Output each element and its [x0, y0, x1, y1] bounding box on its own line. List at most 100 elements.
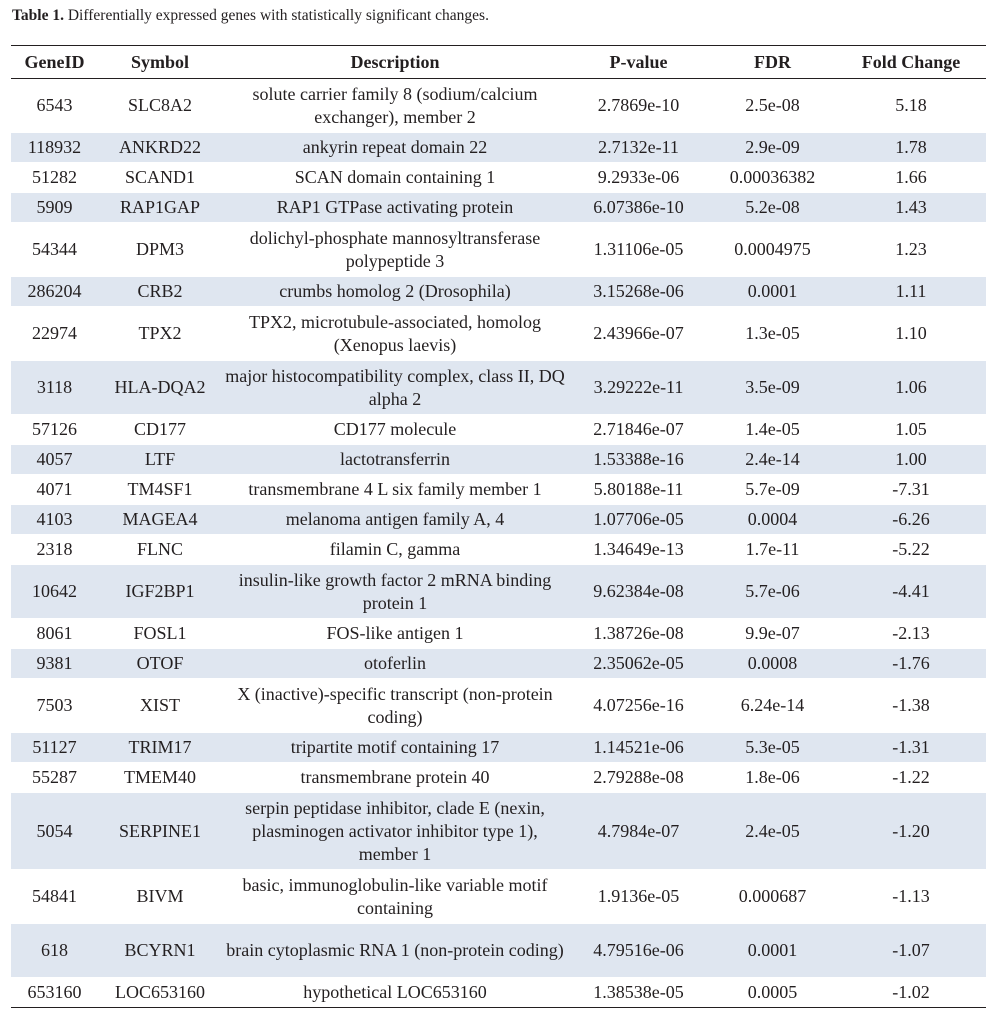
- symbol-cell: FLNC: [136, 539, 183, 559]
- symbol-cell: CRB2: [137, 281, 183, 301]
- gene-id-cell: 5909: [36, 197, 73, 217]
- description-cell: serpin peptidase inhibitor, clade E (nex…: [245, 797, 545, 864]
- header-fdr: FDR: [709, 45, 836, 79]
- table-row: 2318 FLNC filamin C, gamma 1.34649e-13 1.7e-…: [11, 535, 986, 565]
- symbol-cell: RAP1GAP: [119, 197, 201, 217]
- description-cell: X (inactive)-specific transcript (non-pr…: [237, 683, 553, 727]
- fold-change-cell: -1.13: [892, 886, 930, 906]
- table-row: 6543 SLC8A2 solute carrier family 8 (sodiu…: [11, 79, 986, 133]
- gene-id-cell: 286204: [27, 281, 82, 301]
- table-row: 55287 TMEM40 transmembrane protein 40 2.792…: [11, 763, 986, 793]
- gene-id-cell: 3118: [36, 377, 73, 397]
- fdr-cell: 0.000687: [738, 886, 807, 906]
- header-description: Description: [222, 45, 568, 79]
- fold-change-cell: -1.38: [892, 695, 930, 715]
- table-row: 286204 CRB2 crumbs homolog 2 (Drosophila) 3…: [11, 276, 986, 307]
- table-row: 9381 OTOF otoferlin 2.35062e-05 0.0008 -1.76: [11, 648, 986, 679]
- description-cell: insulin-like growth factor 2 mRNA bindin…: [238, 569, 552, 613]
- description-cell: dolichyl-phosphate mannosyltransferase p…: [249, 227, 541, 271]
- fold-change-cell: -5.22: [892, 539, 930, 559]
- symbol-cell: HLA-DQA2: [114, 377, 206, 397]
- fdr-cell: 5.3e-05: [745, 737, 800, 757]
- symbol-cell: SCAND1: [124, 167, 195, 187]
- pvalue-cell: 1.38726e-08: [593, 623, 684, 643]
- gene-id-cell: 51127: [32, 737, 77, 757]
- table-caption-label: Table 1.: [12, 7, 64, 24]
- gene-id-cell: 57126: [32, 419, 77, 439]
- fold-change-cell: -2.13: [892, 623, 930, 643]
- pvalue-cell: 6.07386e-10: [593, 197, 684, 217]
- pvalue-cell: 9.62384e-08: [593, 581, 684, 601]
- table-header: GeneID Symbol Description P-value FDR Fo…: [11, 45, 986, 79]
- pvalue-cell: 2.71846e-07: [593, 419, 684, 439]
- symbol-cell: CD177: [133, 419, 186, 439]
- symbol-cell: BCYRN1: [124, 940, 196, 960]
- table-row: 653160 LOC653160 hypothetical LOC653160 1.3…: [11, 978, 986, 1008]
- gene-id-cell: 618: [41, 940, 68, 960]
- fold-change-cell: 1.10: [895, 323, 927, 343]
- description-cell: ankyrin repeat domain 22: [302, 137, 488, 157]
- gene-id-cell: 4103: [36, 509, 73, 529]
- table-row: 5909 RAP1GAP RAP1 GTPase activating protei…: [11, 192, 986, 223]
- pvalue-cell: 1.53388e-16: [593, 449, 684, 469]
- symbol-cell: TPX2: [138, 323, 182, 343]
- fdr-cell: 5.7e-06: [745, 581, 800, 601]
- fdr-cell: 5.7e-09: [745, 479, 800, 499]
- gene-id-cell: 6543: [36, 95, 73, 115]
- fdr-cell: 1.3e-05: [745, 323, 800, 343]
- fdr-cell: 2.9e-09: [745, 137, 800, 157]
- gene-id-cell: 5054: [36, 820, 73, 841]
- table-row: 57126 CD177 CD177 molecule 2.71846e-07 1.4e-…: [11, 415, 986, 445]
- symbol-cell: LOC653160: [115, 982, 205, 1002]
- description-cell: crumbs homolog 2 (Drosophila): [279, 281, 511, 301]
- table-caption-text: Differentially expressed genes with stat…: [63, 7, 489, 24]
- fold-change-cell: 1.06: [895, 377, 927, 397]
- fold-change-cell: -1.20: [892, 820, 930, 841]
- gene-table: GeneID Symbol Description P-value FDR Fo…: [11, 45, 986, 1008]
- gene-id-cell: 51282: [32, 167, 77, 187]
- gene-id-cell: 118932: [27, 137, 82, 157]
- symbol-cell: SERPINE1: [118, 820, 201, 841]
- fdr-cell: 0.0004975: [734, 239, 811, 259]
- table-body: 6543 SLC8A2 solute carrier family 8 (sodiu…: [11, 79, 986, 1008]
- gene-id-cell: 10642: [32, 581, 77, 601]
- fdr-cell: 2.4e-14: [745, 449, 800, 469]
- fdr-cell: 1.8e-06: [745, 767, 800, 787]
- description-cell: SCAN domain containing 1: [294, 167, 496, 187]
- gene-id-cell: 4071: [36, 479, 73, 499]
- fdr-cell: 1.7e-11: [745, 539, 800, 559]
- description-cell: brain cytoplasmic RNA 1 (non-protein cod…: [226, 940, 564, 960]
- header-symbol: Symbol: [98, 45, 222, 79]
- pvalue-cell: 1.34649e-13: [593, 539, 684, 559]
- description-cell: lactotransferrin: [340, 449, 450, 469]
- fdr-cell: 9.9e-07: [745, 623, 800, 643]
- table-row: 54841 BIVM basic, immunoglobulin-like vari…: [11, 870, 986, 924]
- fold-change-cell: -7.31: [892, 479, 930, 499]
- description-cell: melanoma antigen family A, 4: [285, 509, 505, 529]
- description-cell: solute carrier family 8 (sodium/calcium …: [252, 83, 538, 127]
- symbol-cell: ANKRD22: [118, 137, 201, 157]
- gene-id-cell: 653160: [27, 982, 82, 1002]
- fold-change-cell: 1.00: [895, 449, 927, 469]
- description-cell: major histocompatibility complex, class …: [225, 365, 565, 409]
- header-pvalue: P-value: [568, 45, 709, 79]
- gene-id-cell: 22974: [32, 323, 77, 343]
- fdr-cell: 0.0005: [747, 982, 798, 1002]
- pvalue-cell: 4.7984e-07: [597, 820, 680, 841]
- symbol-cell: TRIM17: [128, 737, 192, 757]
- pvalue-cell: 1.38538e-05: [593, 982, 684, 1002]
- pvalue-cell: 2.7132e-11: [598, 137, 679, 157]
- table-row: 4071 TM4SF1 transmembrane 4 L six family m…: [11, 475, 986, 505]
- fold-change-cell: -1.76: [892, 653, 930, 673]
- table-row: 5054 SERPINE1 serpin peptidase inhibitor, …: [11, 792, 986, 870]
- fdr-cell: 6.24e-14: [740, 695, 805, 715]
- pvalue-cell: 9.2933e-06: [597, 167, 680, 187]
- description-cell: transmembrane protein 40: [300, 767, 490, 787]
- fdr-cell: 0.0001: [747, 940, 798, 960]
- description-cell: hypothetical LOC653160: [303, 982, 487, 1002]
- pvalue-cell: 2.7869e-10: [597, 95, 680, 115]
- fold-change-cell: -1.07: [892, 940, 930, 960]
- gene-id-cell: 4057: [36, 449, 73, 469]
- fold-change-cell: 1.43: [895, 197, 927, 217]
- pvalue-cell: 5.80188e-11: [593, 479, 684, 499]
